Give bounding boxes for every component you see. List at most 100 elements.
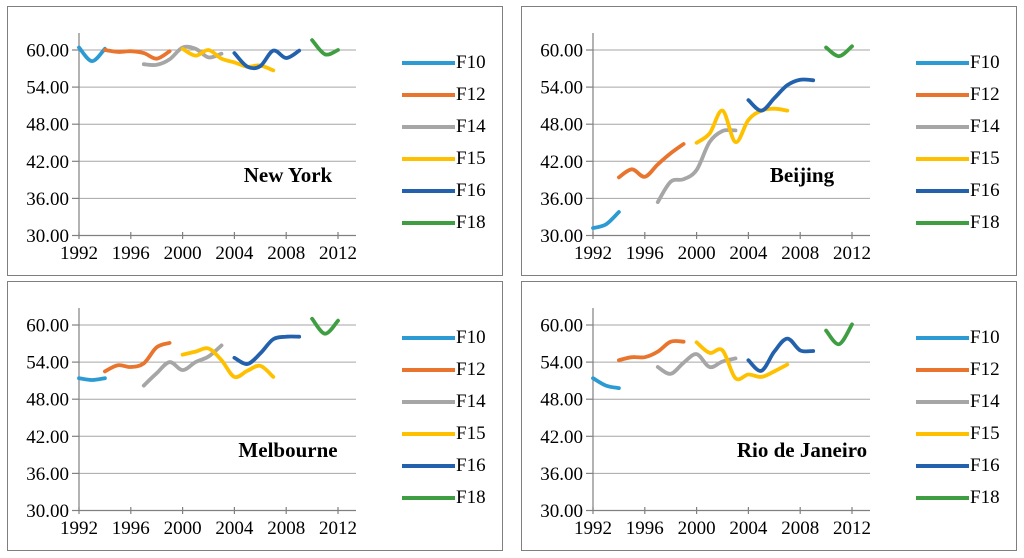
legend-item-f16: F16 [402, 175, 500, 207]
gridlines [79, 49, 356, 236]
legend-line-swatch [402, 496, 455, 500]
legend-item-f10: F10 [916, 47, 1014, 79]
legend-item-f15: F15 [916, 418, 1014, 450]
legend-item-f15: F15 [402, 418, 500, 450]
legend-label: F18 [456, 487, 486, 508]
legend-label: F16 [456, 455, 486, 476]
legend-label: F15 [970, 148, 1000, 169]
axes [586, 33, 870, 239]
legend-label: F10 [970, 52, 1000, 73]
legend-line-swatch [402, 464, 455, 468]
series-line-f12 [617, 339, 686, 363]
axes [72, 33, 356, 239]
y-tick-label: 60.00 [26, 316, 69, 337]
series-line-f18 [824, 44, 854, 59]
y-tick-label: 30.00 [26, 501, 69, 522]
x-tick-label: 1996 [626, 518, 664, 539]
melbourne-legend: F10 F12 F14 F15 F16 F18 [402, 322, 500, 514]
y-tick-label: 42.00 [26, 427, 69, 448]
legend-line-swatch [916, 221, 969, 225]
series-line-f14 [655, 128, 738, 204]
legend-line-swatch [402, 189, 455, 193]
y-tick-label: 36.00 [540, 464, 583, 485]
legend-item-f14: F14 [916, 111, 1014, 143]
legend-item-f18: F18 [402, 482, 500, 514]
legend-label: F14 [970, 391, 1000, 412]
legend-item-f16: F16 [402, 450, 500, 482]
series-line-f12 [103, 341, 172, 374]
x-tick-label: 1996 [112, 243, 150, 264]
series-line-f10 [591, 210, 621, 230]
y-tick-label: 48.00 [540, 390, 583, 411]
legend-line-swatch [402, 93, 455, 97]
legend-item-f18: F18 [916, 482, 1014, 514]
legend-item-f12: F12 [402, 354, 500, 386]
x-tick-label: 2012 [833, 518, 871, 539]
x-tick-label: 1992 [574, 243, 612, 264]
legend-item-f18: F18 [402, 207, 500, 239]
legend-line-swatch [402, 432, 455, 436]
series-line-f15 [180, 346, 276, 380]
series-line-f10 [77, 45, 107, 63]
y-tick-label: 42.00 [26, 152, 69, 173]
series-line-f14 [141, 343, 224, 388]
chart-panel-beijing: 60.00 54.00 48.00 42.00 36.00 30.00 1992 1996 20… [521, 6, 1017, 276]
chart-panel-new-york: 60.00 54.00 48.00 42.00 36.00 30.00 1992 1996 20… [7, 6, 503, 276]
y-tick-label: 54.00 [540, 78, 583, 99]
x-tick-label: 2000 [164, 243, 202, 264]
x-tick-label: 2000 [678, 243, 716, 264]
series-line-f16 [746, 77, 816, 113]
legend-label: F12 [456, 359, 486, 380]
x-tick-label: 2012 [319, 518, 357, 539]
legend-line-swatch [402, 368, 455, 372]
legend-item-f14: F14 [402, 111, 500, 143]
legend-label: F18 [456, 212, 486, 233]
x-tick-label: 2000 [678, 518, 716, 539]
x-tick-label: 2004 [729, 518, 768, 539]
y-tick-label: 42.00 [540, 427, 583, 448]
y-tick-label: 60.00 [26, 41, 69, 62]
gridlines [593, 324, 870, 511]
series-line-f18 [310, 316, 340, 336]
new-york-legend: F10 F12 F14 F15 F16 F18 [402, 47, 500, 239]
legend-label: F12 [970, 84, 1000, 105]
legend-label: F16 [456, 180, 486, 201]
series-line-f15 [694, 340, 790, 382]
y-tick-label: 54.00 [26, 353, 69, 374]
y-tick-label: 36.00 [540, 189, 583, 210]
legend-line-swatch [402, 400, 455, 404]
legend-line-swatch [402, 157, 455, 161]
legend-label: F18 [970, 212, 1000, 233]
y-tick-label: 48.00 [26, 115, 69, 136]
legend-line-swatch [916, 125, 969, 129]
gridlines [593, 49, 870, 236]
x-tick-label: 2012 [833, 243, 871, 264]
x-tick-label: 1992 [60, 243, 98, 264]
series-line-f15 [694, 106, 790, 145]
legend-line-swatch [402, 125, 455, 129]
legend-label: F15 [970, 423, 1000, 444]
x-tick-label: 2000 [164, 518, 202, 539]
x-tick-label: 1996 [112, 518, 150, 539]
y-tick-label: 36.00 [26, 464, 69, 485]
series-line-f12 [103, 48, 172, 61]
legend-label: F14 [456, 116, 486, 137]
legend-item-f15: F15 [916, 143, 1014, 175]
x-tick-label: 1992 [574, 518, 612, 539]
rio-de-janeiro-chart-title: Rio de Janeiro [736, 438, 868, 462]
legend-label: F10 [456, 52, 486, 73]
legend-item-f14: F14 [402, 386, 500, 418]
x-tick-label: 2004 [215, 518, 254, 539]
legend-line-swatch [402, 336, 455, 340]
legend-item-f10: F10 [402, 322, 500, 354]
y-tick-label: 54.00 [26, 78, 69, 99]
new-york-chart-title: New York [243, 163, 333, 187]
legend-item-f10: F10 [402, 47, 500, 79]
series-line-f16 [232, 48, 302, 71]
legend-line-swatch [916, 464, 969, 468]
